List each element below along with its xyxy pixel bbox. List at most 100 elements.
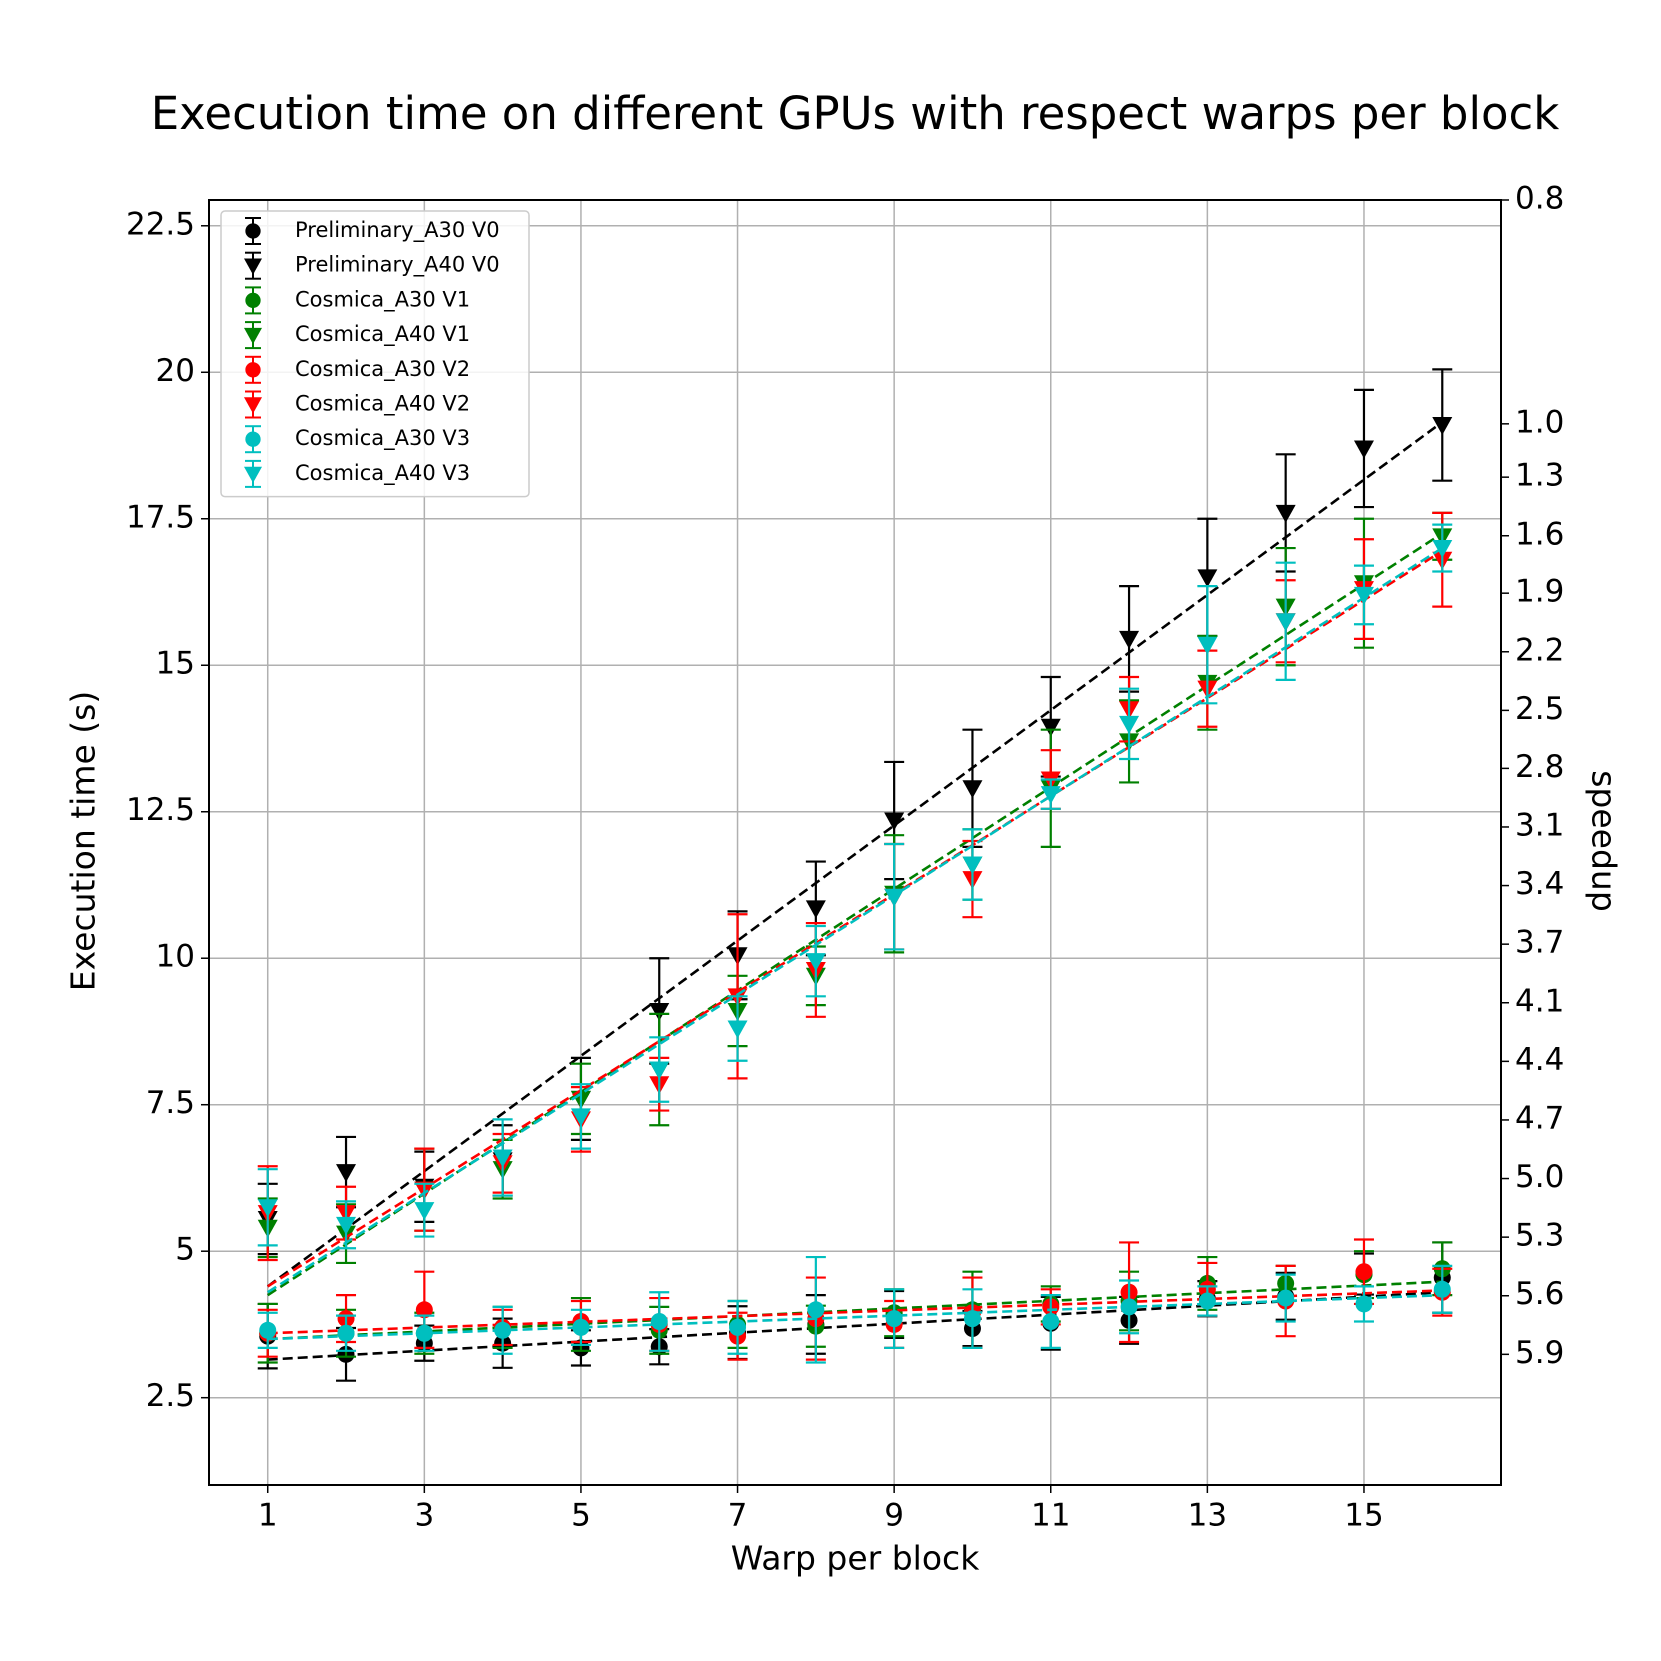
y2-tick-label: 1.3 xyxy=(1515,458,1564,494)
marker xyxy=(1198,1292,1216,1310)
y2-tick-label: 4.4 xyxy=(1515,1042,1564,1078)
error-point xyxy=(1275,561,1296,681)
error-point xyxy=(570,1308,591,1347)
y-tick-label: 2.5 xyxy=(146,1378,195,1414)
y2-tick-label: 2.2 xyxy=(1515,632,1564,668)
marker xyxy=(1119,715,1140,734)
error-point xyxy=(336,1314,357,1352)
marker xyxy=(1355,1295,1373,1313)
legend-label: Preliminary_A30 V0 xyxy=(295,218,500,243)
legend-label: Cosmica_A40 V3 xyxy=(295,461,470,486)
marker xyxy=(1432,417,1453,436)
error-point xyxy=(1040,1294,1061,1349)
marker xyxy=(492,1149,513,1168)
marker xyxy=(1120,1298,1138,1316)
legend-marker xyxy=(245,431,261,447)
legend-marker xyxy=(244,258,262,275)
error-point xyxy=(1353,1285,1374,1323)
marker xyxy=(805,900,826,919)
y-tick-label: 7.5 xyxy=(146,1085,195,1121)
error-point xyxy=(805,1255,826,1364)
marker xyxy=(1119,630,1140,649)
error-point xyxy=(414,1314,435,1352)
legend-label: Preliminary_A40 V0 xyxy=(295,253,500,278)
y2-tick-label: 5.9 xyxy=(1515,1335,1564,1371)
x-axis-label: Warp per block xyxy=(731,1539,981,1578)
marker xyxy=(729,1318,747,1336)
legend-marker xyxy=(244,327,262,345)
marker xyxy=(1197,569,1218,588)
y-axis-label: Execution time (s) xyxy=(64,691,103,991)
error-point xyxy=(1119,585,1140,693)
error-point xyxy=(570,1083,591,1150)
marker xyxy=(1277,1289,1295,1307)
error-point xyxy=(884,1288,905,1349)
error-point xyxy=(1119,687,1140,761)
legend-marker xyxy=(244,466,262,483)
error-point xyxy=(727,1299,748,1355)
y2-tick-label: 2.5 xyxy=(1515,691,1564,727)
plot-frame xyxy=(208,199,1502,1486)
fit-line xyxy=(267,1293,1443,1341)
marker xyxy=(727,1020,748,1039)
marker xyxy=(649,1061,670,1080)
marker xyxy=(963,1310,981,1328)
y2-tick-label: 4.7 xyxy=(1515,1100,1564,1136)
marker xyxy=(1275,504,1296,523)
y2-tick-label: 1.0 xyxy=(1515,404,1564,440)
error-point xyxy=(257,1311,278,1349)
marker xyxy=(1040,786,1061,805)
marker xyxy=(962,780,983,799)
marker xyxy=(257,1199,278,1218)
legend-label: Cosmica_A40 V2 xyxy=(295,392,470,417)
marker xyxy=(1353,440,1374,459)
error-point xyxy=(962,828,983,901)
error-point xyxy=(727,995,748,1062)
fit-line xyxy=(267,1289,1443,1335)
y-tick-label: 5 xyxy=(175,1232,195,1268)
marker xyxy=(650,1313,668,1331)
marker xyxy=(1275,613,1296,632)
error-point xyxy=(1275,1273,1296,1323)
fit-line xyxy=(267,546,1443,1294)
error-point xyxy=(805,924,826,998)
marker xyxy=(1353,586,1374,605)
fit-line xyxy=(266,421,1444,1288)
legend-label: Cosmica_A30 V2 xyxy=(295,357,470,382)
marker xyxy=(962,856,983,875)
marker xyxy=(572,1318,590,1336)
y2-tick-label: 3.4 xyxy=(1515,866,1564,902)
error-point xyxy=(1040,778,1061,810)
marker xyxy=(649,1002,670,1021)
marker xyxy=(494,1321,512,1339)
error-point xyxy=(257,1168,278,1247)
x-tick-label: 15 xyxy=(1344,1498,1383,1534)
marker xyxy=(1433,1280,1451,1298)
marker xyxy=(885,1310,903,1328)
marker xyxy=(807,1301,825,1319)
error-point xyxy=(492,1305,513,1355)
y-tick-label: 17.5 xyxy=(126,499,195,535)
error-point xyxy=(1119,1279,1140,1335)
y-tick-label: 22.5 xyxy=(126,206,195,242)
error-point xyxy=(336,1200,357,1250)
x-tick-label: 13 xyxy=(1188,1498,1227,1534)
y-tick-label: 15 xyxy=(156,646,195,682)
error-point xyxy=(414,1182,435,1238)
y2-tick-label: 5.3 xyxy=(1515,1218,1564,1254)
legend-marker xyxy=(244,397,262,414)
marker xyxy=(805,953,826,972)
error-point xyxy=(649,1036,670,1103)
y2-axis-label: speedup xyxy=(1585,770,1624,912)
fit-line xyxy=(267,532,1443,1297)
error-point xyxy=(884,842,905,951)
marker xyxy=(336,1164,357,1183)
y-tick-label: 20 xyxy=(156,353,195,389)
x-tick-label: 11 xyxy=(1031,1498,1070,1534)
error-point xyxy=(1353,388,1374,509)
marker xyxy=(1355,1263,1373,1281)
fit-line xyxy=(267,1280,1443,1341)
marker xyxy=(415,1301,433,1319)
